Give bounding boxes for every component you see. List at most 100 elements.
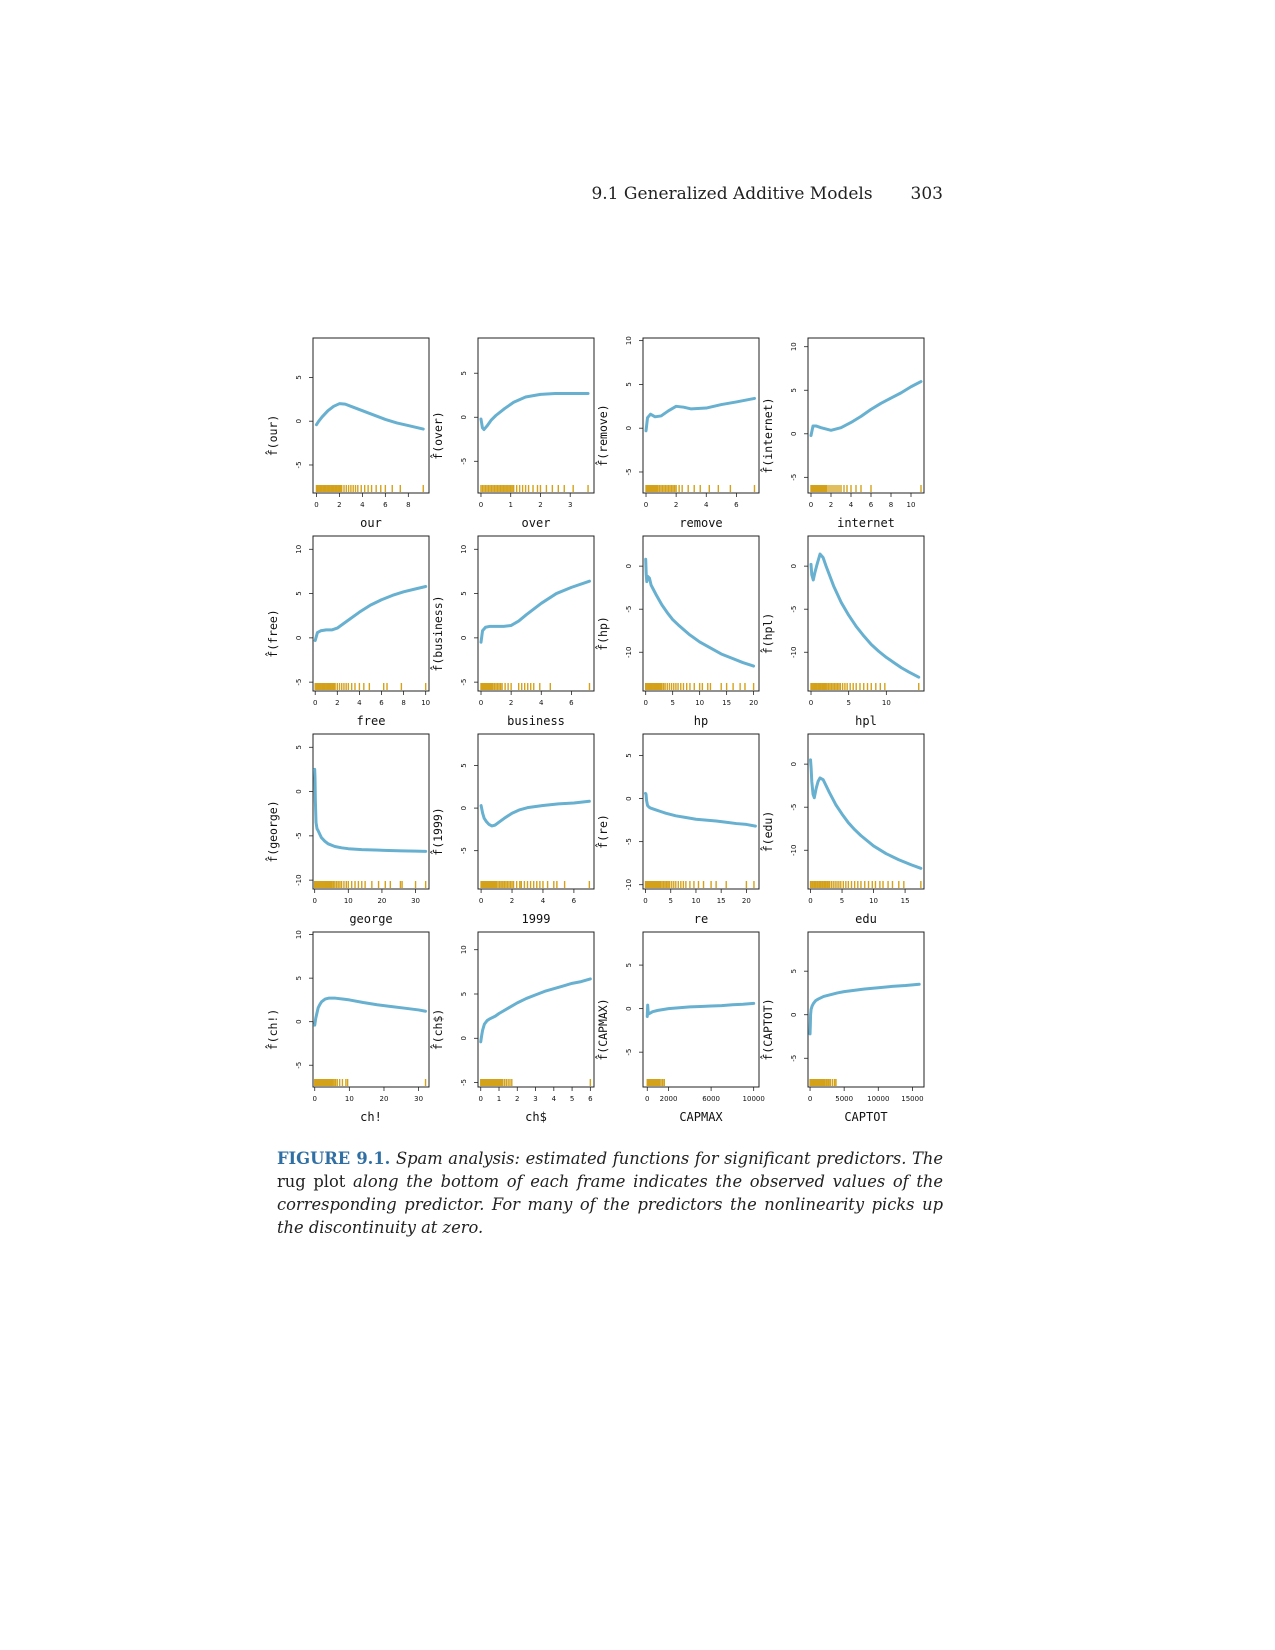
y-tick-label: 5 xyxy=(460,591,468,595)
panel-8: 0 5 10 -10 -5 0 hpl f̂(hpl) xyxy=(759,535,925,728)
y-tick-label: -5 xyxy=(460,458,468,465)
y-tick-label: 0 xyxy=(625,1006,633,1010)
plot-frame xyxy=(477,337,595,494)
y-tick-label: -5 xyxy=(460,679,468,686)
y-axis-label: f̂(remove) xyxy=(594,404,610,466)
x-tick-label: 1 xyxy=(508,501,512,509)
x-tick-label: 10000 xyxy=(867,1095,889,1103)
x-axis-label: CAPMAX xyxy=(679,1110,723,1124)
x-axis-label: remove xyxy=(679,516,722,530)
y-tick-label: 0 xyxy=(790,564,798,568)
running-head: 9.1 Generalized Additive Models 303 xyxy=(0,184,943,204)
x-tick-label: 20 xyxy=(380,1095,389,1103)
x-tick-label: 0 xyxy=(809,501,813,509)
y-tick-label: -5 xyxy=(790,606,798,613)
panel-13: 0 10 20 30 -5 0 5 10 ch! f̂(ch!) xyxy=(264,930,430,1124)
panel-10: 0 2 4 6 -5 0 5 1999 f̂(1999) xyxy=(429,733,595,926)
y-tick-label: 0 xyxy=(460,415,468,419)
plot-frame xyxy=(477,733,595,890)
x-tick-label: 8 xyxy=(406,501,410,509)
fitted-curve xyxy=(644,396,756,433)
plot-frame xyxy=(312,931,430,1088)
x-tick-label: 30 xyxy=(411,897,420,905)
x-tick-label: 4 xyxy=(541,897,546,905)
caption-text-2: rug plot xyxy=(277,1172,346,1191)
x-tick-label: 4 xyxy=(357,699,362,707)
x-tick-label: 4 xyxy=(552,1095,557,1103)
x-tick-label: 0 xyxy=(312,897,316,905)
x-tick-label: 5 xyxy=(846,699,850,707)
y-tick-label: -5 xyxy=(460,847,468,854)
y-axis-label: f̂(business) xyxy=(429,595,445,671)
y-tick-label: 0 xyxy=(625,564,633,568)
y-tick-label: -10 xyxy=(625,647,633,658)
y-tick-label: 10 xyxy=(790,342,798,351)
x-tick-label: 2 xyxy=(509,699,513,707)
fitted-curve xyxy=(645,1001,756,1018)
panel-1: 0 2 4 6 8 -5 0 5 our f̂(our) xyxy=(264,337,430,530)
y-axis-label: f̂(ch!) xyxy=(264,1009,280,1051)
y-tick-label: -5 xyxy=(790,1055,798,1062)
x-tick-label: 0 xyxy=(809,699,813,707)
y-tick-label: 0 xyxy=(295,1019,303,1023)
x-tick-label: 2 xyxy=(335,699,339,707)
x-tick-label: 10000 xyxy=(743,1095,765,1103)
x-tick-label: 5000 xyxy=(835,1095,853,1103)
x-tick-label: 2 xyxy=(337,501,341,509)
x-tick-label: 4 xyxy=(360,501,365,509)
y-tick-label: -5 xyxy=(625,838,633,845)
x-tick-label: 20 xyxy=(377,897,386,905)
x-tick-label: 6 xyxy=(379,699,384,707)
x-tick-label: 8 xyxy=(401,699,405,707)
y-tick-label: 5 xyxy=(295,375,303,379)
x-tick-label: 10 xyxy=(345,1095,354,1103)
y-tick-label: 5 xyxy=(790,969,798,973)
y-axis-label: f̂(edu) xyxy=(759,811,775,853)
fitted-curve xyxy=(479,977,592,1044)
panel-7: 0 5 10 15 20 -10 -5 0 hp f̂(hp) xyxy=(594,535,760,728)
y-tick-label: 5 xyxy=(460,992,468,996)
x-tick-label: 0 xyxy=(643,699,647,707)
x-axis-label: hpl xyxy=(855,714,877,728)
x-tick-label: 0 xyxy=(808,1095,812,1103)
x-tick-label: 30 xyxy=(414,1095,423,1103)
x-tick-label: 4 xyxy=(539,699,544,707)
x-tick-label: 10 xyxy=(344,897,353,905)
x-tick-label: 0 xyxy=(643,897,647,905)
y-tick-label: 0 xyxy=(625,796,633,800)
plot-frame xyxy=(642,931,760,1088)
page-number: 303 xyxy=(910,184,943,204)
x-tick-label: 1 xyxy=(497,1095,501,1103)
y-tick-label: 0 xyxy=(460,1036,468,1040)
fitted-curve xyxy=(809,380,923,438)
y-tick-label: 0 xyxy=(295,636,303,640)
panel-3: 0 2 4 6 -5 0 5 10 remove f̂(remove) xyxy=(594,336,760,530)
y-tick-label: -10 xyxy=(295,874,303,885)
y-tick-label: 0 xyxy=(790,1012,798,1016)
y-tick-label: -5 xyxy=(460,1079,468,1086)
x-tick-label: 0 xyxy=(312,1095,316,1103)
x-tick-label: 2 xyxy=(674,501,678,509)
section-title: 9.1 Generalized Additive Models xyxy=(591,184,873,204)
x-tick-label: 3 xyxy=(533,1095,537,1103)
y-tick-label: 5 xyxy=(460,763,468,767)
y-tick-label: 10 xyxy=(295,930,303,939)
y-tick-label: 0 xyxy=(790,432,798,436)
x-tick-label: 0 xyxy=(479,897,483,905)
x-tick-label: 6 xyxy=(569,699,574,707)
y-tick-label: -10 xyxy=(790,845,798,856)
caption-text-1: Spam analysis: estimated functions for s… xyxy=(395,1149,943,1168)
plot-frame xyxy=(642,337,760,494)
x-axis-label: edu xyxy=(855,912,877,926)
fitted-curve xyxy=(808,982,921,1036)
x-tick-label: 2 xyxy=(829,501,833,509)
x-tick-label: 4 xyxy=(704,501,709,509)
x-axis-label: ch$ xyxy=(525,1110,547,1124)
plot-frame xyxy=(807,535,925,692)
x-tick-label: 3 xyxy=(568,501,572,509)
y-tick-label: 5 xyxy=(295,745,303,749)
y-tick-label: 5 xyxy=(295,976,303,980)
x-tick-label: 15000 xyxy=(901,1095,923,1103)
fitted-curve xyxy=(809,552,921,679)
x-tick-label: 10 xyxy=(421,699,430,707)
